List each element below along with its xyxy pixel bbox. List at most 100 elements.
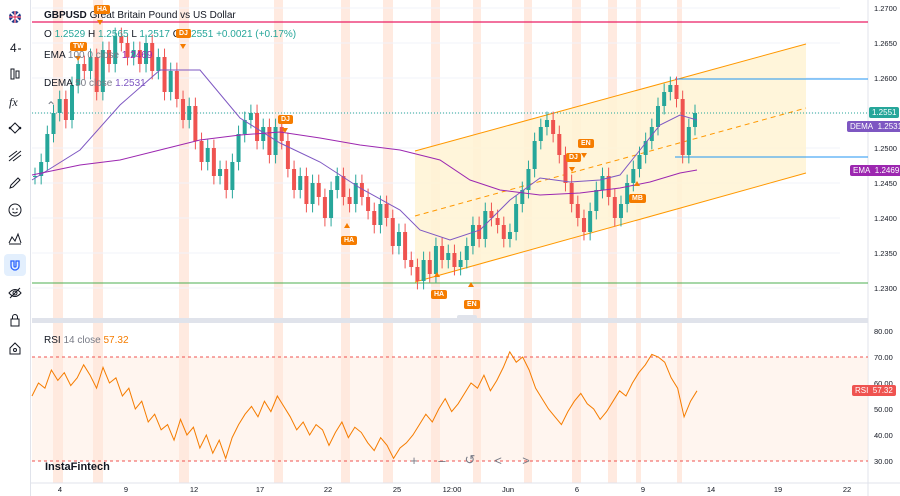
rsi-value: 57.32: [103, 335, 129, 346]
flag-icon[interactable]: [4, 6, 26, 28]
candle-body: [649, 127, 654, 141]
magnet-icon[interactable]: [4, 254, 26, 276]
channel-lower-line: [414, 172, 807, 283]
channel-median-line: [414, 107, 807, 217]
price-tick-label: 1.2350: [874, 249, 897, 258]
candle-body: [359, 183, 364, 197]
candle-body: [255, 113, 260, 141]
candle-body: [70, 85, 75, 120]
candle-body: [33, 176, 37, 177]
candle-body: [643, 141, 648, 155]
lock-icon[interactable]: [4, 309, 26, 331]
signal-arrow: [344, 223, 350, 228]
symbol-ticker[interactable]: GBPUSD: [44, 10, 87, 21]
crosshair-icon[interactable]: 4: [4, 36, 26, 58]
candle-body: [82, 64, 87, 71]
rsi-name: RSI: [44, 335, 61, 346]
candle-body: [205, 148, 210, 162]
signal-en[interactable]: EN: [464, 300, 480, 309]
time-tick-label: 12: [190, 485, 198, 494]
candle-body: [606, 176, 611, 197]
signal-ha[interactable]: HA: [94, 5, 111, 14]
eye-off-icon[interactable]: [4, 282, 26, 304]
signal-arrow: [97, 20, 103, 25]
ema-price-tag: EMA 1.2469: [850, 165, 900, 176]
candle-body: [415, 267, 420, 281]
candle-body: [551, 120, 556, 134]
price-tick-label: 1.2400: [874, 214, 897, 223]
rsi-legend[interactable]: RSI 14 close 57.32: [44, 335, 129, 346]
fx-icon[interactable]: fx: [4, 90, 26, 112]
candle-body: [575, 204, 580, 218]
candle-body: [390, 218, 395, 246]
pattern-icon[interactable]: [4, 117, 26, 139]
trend-line-icon[interactable]: [4, 63, 26, 85]
collapse-legend-icon[interactable]: ⌃: [46, 99, 57, 113]
scroll-right-button[interactable]: >: [522, 452, 530, 468]
candle-body: [267, 127, 272, 155]
candle-body: [88, 57, 93, 71]
reset-chart-button[interactable]: ↺: [464, 452, 476, 467]
candle-body: [538, 127, 543, 141]
dema-line: [31, 69, 698, 241]
candle-body: [446, 253, 451, 260]
signal-dj[interactable]: DJ: [278, 115, 293, 124]
candle-body: [125, 43, 130, 57]
signal-dj[interactable]: DJ: [176, 29, 191, 38]
candle-body: [427, 260, 432, 274]
session-band: [93, 0, 103, 483]
signal-mb[interactable]: MB: [629, 194, 646, 203]
time-tick-label: 12:00: [443, 485, 462, 494]
candle-body: [563, 155, 568, 183]
close-value: 1.2551: [182, 29, 214, 40]
zoom-out-button[interactable]: –: [438, 452, 446, 468]
candle-body: [347, 197, 352, 204]
candle-body: [316, 183, 321, 197]
signal-arrow: [569, 167, 575, 172]
candle-body: [668, 85, 673, 92]
emoji-icon[interactable]: [4, 199, 26, 221]
price-tick-label: 1.2600: [874, 74, 897, 83]
dema-legend[interactable]: DEMA 50 close 1.2531: [44, 78, 146, 89]
time-tick-label: 9: [124, 485, 128, 494]
signal-en[interactable]: EN: [578, 139, 594, 148]
session-band: [274, 0, 283, 483]
time-tick-label: 22: [843, 485, 851, 494]
brush-icon[interactable]: [4, 172, 26, 194]
rsi-tick-label: 40.00: [874, 431, 893, 440]
ema-legend[interactable]: EMA 100 0 close 1.2469: [44, 50, 152, 61]
dema-params: 50 close: [75, 78, 113, 89]
open-value: 1.2529: [54, 29, 86, 40]
zoom-in-button[interactable]: +: [410, 452, 418, 468]
scroll-left-button[interactable]: <: [494, 452, 502, 468]
time-tick-label: 22: [324, 485, 332, 494]
price-tick-label: 1.2500: [874, 144, 897, 153]
change-value: +0.0021 (+0.17%): [216, 29, 297, 40]
candle-body: [218, 169, 223, 176]
candle-body: [230, 162, 235, 190]
candle-body: [378, 204, 383, 225]
session-band: [572, 0, 581, 483]
measure-icon[interactable]: [4, 227, 26, 249]
signal-ha[interactable]: HA: [431, 290, 448, 299]
drawing-toolbar: 4 fx: [0, 0, 31, 496]
signal-tw[interactable]: TW: [70, 42, 87, 51]
high-label: H: [87, 29, 96, 40]
dema-price-tag: DEMA 1.2531: [847, 121, 900, 132]
home-icon[interactable]: [4, 337, 26, 359]
ema-params: 100 0 close: [67, 50, 120, 61]
signal-ha[interactable]: HA: [341, 236, 358, 245]
candle-body: [261, 127, 266, 141]
candle-body: [131, 50, 136, 57]
candle-body: [409, 260, 414, 267]
fib-icon[interactable]: [4, 145, 26, 167]
time-tick-label: 17: [256, 485, 264, 494]
signal-arrow: [180, 44, 186, 49]
candle-body: [353, 183, 358, 204]
candle-body: [236, 134, 241, 162]
signal-arrow: [581, 153, 587, 158]
candle-body: [458, 260, 463, 267]
candle-body: [341, 176, 346, 197]
signal-dj[interactable]: DJ: [566, 153, 581, 162]
